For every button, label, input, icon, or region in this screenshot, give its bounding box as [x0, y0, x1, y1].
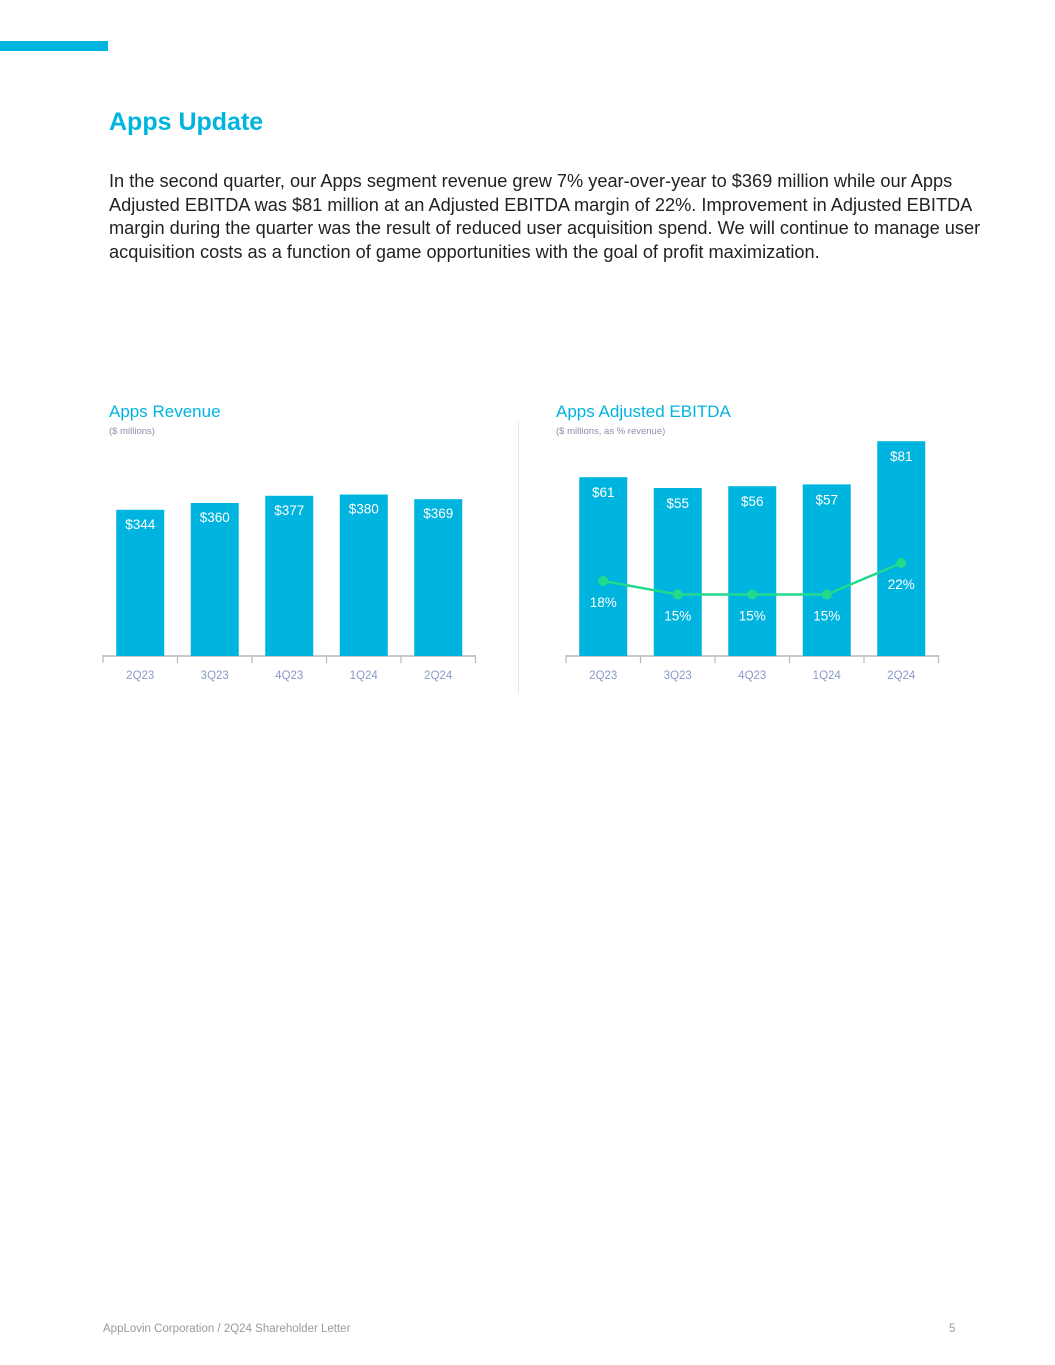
x-tick-label: 3Q23	[201, 670, 229, 682]
x-tick-label: 4Q23	[738, 670, 766, 682]
bar-3Q23	[190, 503, 239, 656]
bar-data-label: $81	[890, 449, 913, 464]
bar-data-label: $344	[125, 517, 156, 532]
revenue-chart: $344 2Q23 $360 3Q23 $377 4Q23 $380 1Q24 $369 2Q24	[102, 494, 477, 682]
x-tick-label: 2Q23	[126, 670, 154, 682]
chart-divider	[518, 422, 519, 694]
bar-2Q23	[579, 477, 628, 656]
bar-1Q24	[802, 484, 851, 656]
bar-data-label: $57	[815, 492, 838, 507]
ebitda-chart-title: Apps Adjusted EBITDA	[556, 402, 731, 421]
bar-4Q23	[265, 495, 314, 656]
margin-data-label: 18%	[590, 595, 617, 610]
margin-point-4Q23	[747, 589, 758, 600]
margin-data-label: 15%	[664, 609, 691, 624]
x-tick-label: 2Q24	[424, 670, 453, 682]
body-paragraph: In the second quarter, our Apps segment …	[109, 171, 981, 262]
page-title: Apps Update	[109, 108, 264, 136]
x-tick-label: 2Q23	[589, 670, 617, 682]
bar-1Q24	[339, 494, 388, 656]
margin-point-2Q24	[896, 558, 907, 568]
revenue-chart-title: Apps Revenue	[109, 402, 221, 421]
bar-2Q24	[414, 499, 463, 656]
x-tick-label: 2Q24	[887, 670, 916, 682]
bar-3Q23	[653, 488, 702, 656]
bar-2Q23	[116, 509, 165, 656]
margin-data-label: 15%	[739, 609, 766, 624]
x-tick-label: 1Q24	[813, 670, 842, 682]
page-number: 5	[949, 1323, 956, 1335]
margin-data-label: 15%	[813, 609, 840, 624]
margin-point-1Q24	[821, 589, 832, 600]
bar-4Q23	[728, 486, 777, 656]
margin-point-2Q23	[598, 576, 609, 586]
footer-text: AppLovin Corporation / 2Q24 Shareholder …	[103, 1323, 351, 1335]
bar-data-label: $56	[741, 494, 764, 509]
ebitda-chart-subtitle: ($ millions, as % revenue)	[556, 426, 666, 437]
ebitda-chart: $61 2Q23 $55 3Q23 $56 4Q23 $57 1Q24 $81 2Q24 18% 15…	[565, 441, 940, 682]
revenue-chart-subtitle: ($ millions)	[109, 426, 155, 437]
bar-data-label: $377	[274, 503, 304, 518]
bar-data-label: $369	[423, 506, 453, 521]
bar-data-label: $55	[666, 496, 689, 511]
header-accent-bar	[0, 41, 108, 51]
x-tick-label: 4Q23	[275, 670, 303, 682]
bar-data-label: $360	[200, 510, 230, 525]
bar-data-label: $61	[592, 485, 615, 500]
x-tick-label: 1Q24	[350, 670, 379, 682]
x-tick-label: 3Q23	[664, 670, 692, 682]
bar-2Q24	[877, 441, 926, 656]
margin-data-label: 22%	[888, 577, 915, 592]
bar-data-label: $380	[349, 502, 379, 517]
margin-point-3Q23	[672, 589, 683, 600]
